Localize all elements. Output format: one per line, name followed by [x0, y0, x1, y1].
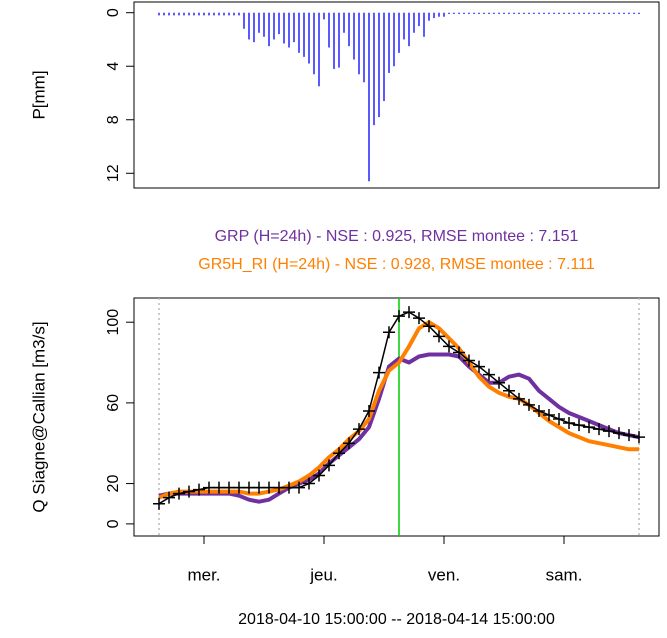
- data-point: [583, 421, 595, 434]
- data-point: [373, 366, 385, 379]
- data-point: [523, 398, 535, 411]
- data-point: [363, 404, 375, 417]
- data-point: [163, 491, 175, 504]
- chart-title: GRP (H=24h) - NSE : 0.925, RMSE montee :…: [215, 228, 579, 245]
- data-point: [323, 459, 335, 472]
- data-point: [433, 330, 445, 343]
- x-tick-label: jeu.: [309, 565, 337, 584]
- data-point: [293, 481, 305, 494]
- plot-box: [133, 297, 660, 537]
- data-point: [313, 469, 325, 482]
- data-point: [383, 326, 395, 339]
- y-axis-label: P[mm]: [29, 70, 48, 119]
- y-tick-label: 60: [105, 394, 122, 412]
- data-point: [503, 384, 515, 397]
- data-point: [483, 368, 495, 381]
- data-point: [543, 408, 555, 421]
- data-point: [463, 354, 475, 367]
- data-point: [573, 419, 585, 432]
- y-tick-label: 0: [105, 519, 122, 528]
- x-tick-label: sam.: [546, 565, 583, 584]
- data-point: [353, 423, 365, 436]
- y-tick-label: 8: [105, 115, 122, 124]
- data-point: [343, 437, 355, 450]
- data-point: [553, 413, 565, 426]
- y-tick-label: 20: [105, 475, 122, 493]
- data-point: [593, 423, 605, 436]
- series-line: [158, 352, 640, 504]
- chart-title: GR5H_RI (H=24h) - NSE : 0.928, RMSE mont…: [198, 256, 595, 273]
- data-point: [153, 497, 165, 510]
- data-point: [533, 404, 545, 417]
- data-point: [633, 431, 645, 444]
- y-tick-label: 100: [105, 309, 122, 336]
- data-point: [413, 312, 425, 325]
- data-point: [473, 360, 485, 373]
- x-tick-label: ven.: [428, 565, 460, 584]
- y-axis-label: Q Siagne@Callian [m3/s]: [29, 321, 48, 512]
- data-point: [183, 485, 195, 498]
- data-point: [173, 487, 185, 500]
- data-point: [623, 429, 635, 442]
- data-point: [613, 427, 625, 440]
- data-point: [563, 417, 575, 430]
- data-point: [423, 320, 435, 333]
- y-tick-label: 4: [105, 62, 122, 71]
- data-point: [403, 306, 415, 319]
- data-point: [333, 447, 345, 460]
- data-point: [303, 477, 315, 490]
- data-point: [493, 376, 505, 389]
- data-point: [453, 346, 465, 359]
- plot-box: [133, 1, 660, 189]
- x-axis-label: 2018-04-10 15:00:00 -- 2018-04-14 15:00:…: [238, 611, 555, 628]
- data-point: [443, 340, 455, 353]
- data-point: [193, 483, 205, 496]
- y-tick-label: 0: [105, 8, 122, 17]
- data-point: [603, 425, 615, 438]
- y-tick-label: 12: [105, 164, 122, 182]
- data-point: [513, 392, 525, 405]
- x-tick-label: mer.: [187, 565, 220, 584]
- data-point: [393, 310, 405, 323]
